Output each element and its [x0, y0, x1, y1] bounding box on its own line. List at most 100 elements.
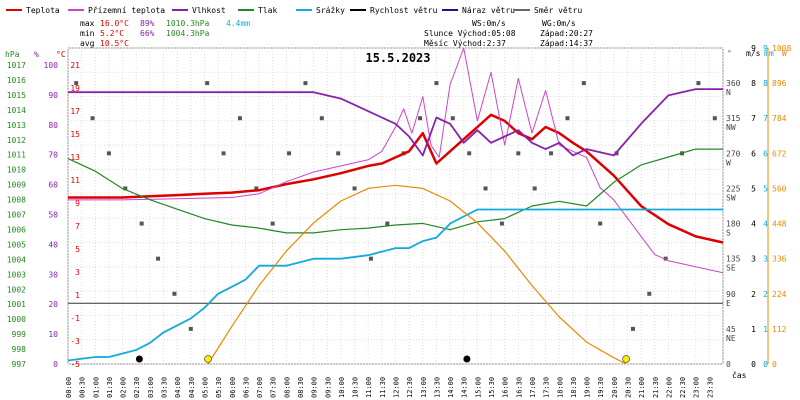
axis-tick: 560 — [772, 184, 787, 193]
axis-tick: 70 — [48, 151, 58, 160]
wind-dir-point — [254, 186, 259, 191]
wind-dir-point — [303, 81, 308, 86]
axis-tick: 1017 — [7, 61, 26, 70]
x-tick: 23:30 — [706, 377, 714, 398]
stats-moonset: Západ:14:37 — [540, 39, 593, 48]
x-tick: 16:30 — [515, 377, 523, 398]
x-tick: 20:30 — [624, 377, 632, 398]
x-tick: 14:00 — [447, 377, 455, 398]
x-tick: 13:00 — [420, 377, 428, 398]
wind-dir-point — [188, 326, 193, 331]
series-line — [67, 148, 723, 234]
wind-dir-point — [565, 116, 570, 121]
x-tick: 15:30 — [488, 377, 496, 398]
x-tick: 04:00 — [174, 377, 182, 398]
axis-tick: 7 — [751, 114, 756, 123]
axis-tick: 80 — [48, 121, 58, 130]
x-tick: 16:00 — [502, 377, 510, 398]
x-tick: 01:00 — [92, 377, 100, 398]
axis-tick: SW — [726, 193, 736, 202]
axis-tick: 90 — [726, 290, 736, 299]
axis-tick: 9 — [751, 44, 756, 53]
axis-tick: 60 — [48, 181, 58, 190]
left-axes: hPa1017101610151014101310121011101010091… — [5, 50, 80, 369]
axis-unit: hPa — [5, 50, 20, 59]
axis-tick: -3 — [70, 337, 80, 346]
axis-tick: 1 — [763, 325, 768, 334]
axis-tick: 0 — [726, 360, 731, 369]
series-line — [68, 88, 723, 157]
axis-unit: mm — [764, 49, 774, 58]
x-tick: 06:30 — [242, 377, 250, 398]
axis-tick: 3 — [751, 255, 756, 264]
axis-tick: 1008 — [772, 44, 791, 53]
axis-tick: 225 — [726, 184, 741, 193]
x-tick: 07:00 — [256, 377, 264, 398]
axis-tick: -1 — [70, 314, 80, 323]
stats-hum: 89% — [140, 19, 155, 28]
stats-sunset: Západ:20:27 — [540, 29, 593, 38]
axis-tick: 1 — [75, 291, 80, 300]
legend: Teplota Přízemní teplota Vlhkost Tlak Srážky… — [6, 6, 582, 15]
wind-dir-point — [352, 186, 357, 191]
wind-dir-point — [549, 151, 554, 156]
axis-tick: 1001 — [7, 300, 26, 309]
sunrise-marker — [204, 355, 212, 363]
axis-tick: 2 — [763, 290, 768, 299]
axis-tick: 17 — [70, 107, 80, 116]
axis-tick: 999 — [12, 330, 27, 339]
axis-tick: 448 — [772, 220, 787, 229]
legend-label: Teplota — [26, 6, 60, 15]
x-tick: 18:30 — [570, 377, 578, 398]
wind-dir-point — [630, 326, 635, 331]
axis-tick: S — [726, 229, 731, 238]
axis-tick: 998 — [12, 345, 27, 354]
wind-dir-point — [319, 116, 324, 121]
axis-tick: 13 — [70, 153, 80, 162]
axis-tick: 1005 — [7, 240, 26, 249]
x-tick: 17:30 — [543, 377, 551, 398]
x-tick: 21:30 — [652, 377, 660, 398]
wind-dir-point — [172, 291, 177, 296]
x-tick: 11:30 — [379, 377, 387, 398]
series-line — [207, 184, 627, 365]
axis-tick: 15 — [70, 130, 80, 139]
stats-moonrise: Měsíc Východ:2:37 — [424, 39, 506, 48]
axis-tick: 3 — [75, 268, 80, 277]
x-tick: 13:30 — [433, 377, 441, 398]
axis-tick: 1003 — [7, 270, 26, 279]
wind-dir-point — [712, 116, 717, 121]
legend-label: Rychlost větru — [370, 6, 438, 15]
axis-tick: 336 — [772, 255, 787, 264]
axis-tick: 7 — [763, 114, 768, 123]
x-tick: 07:30 — [270, 377, 278, 398]
stats-sunrise: Slunce Východ:05:08 — [424, 29, 516, 38]
axis-tick: 8 — [751, 79, 756, 88]
legend-label: Přízemní teplota — [88, 6, 165, 15]
axis-tick: -5 — [70, 360, 80, 369]
wind-dir-point — [336, 151, 341, 156]
wind-dir-point — [418, 116, 423, 121]
x-tick: 19:00 — [584, 377, 592, 398]
axis-tick: 7 — [75, 222, 80, 231]
x-tick: 12:30 — [406, 377, 414, 398]
axis-tick: 1007 — [7, 211, 26, 220]
stats-temp: 16.0°C — [100, 19, 129, 28]
axis-tick: 1014 — [7, 106, 26, 115]
grid — [67, 47, 724, 365]
axis-unit: % — [34, 50, 39, 59]
axis-tick: 224 — [772, 290, 787, 299]
axis-tick: 11 — [70, 176, 80, 185]
axis-tick: 360 — [726, 79, 741, 88]
series-line — [67, 208, 723, 362]
axis-tick: 3 — [763, 255, 768, 264]
axis-tick: 1011 — [7, 151, 26, 160]
wind-dir-point — [385, 221, 390, 226]
stats-ws: WS:0m/s — [472, 19, 506, 28]
axis-tick: 315 — [726, 114, 741, 123]
axis-tick: SE — [726, 264, 736, 273]
wind-dir-point — [221, 151, 226, 156]
x-tick: 10:00 — [338, 377, 346, 398]
x-tick: 22:00 — [665, 377, 673, 398]
legend-label: Vlhkost — [192, 6, 226, 15]
